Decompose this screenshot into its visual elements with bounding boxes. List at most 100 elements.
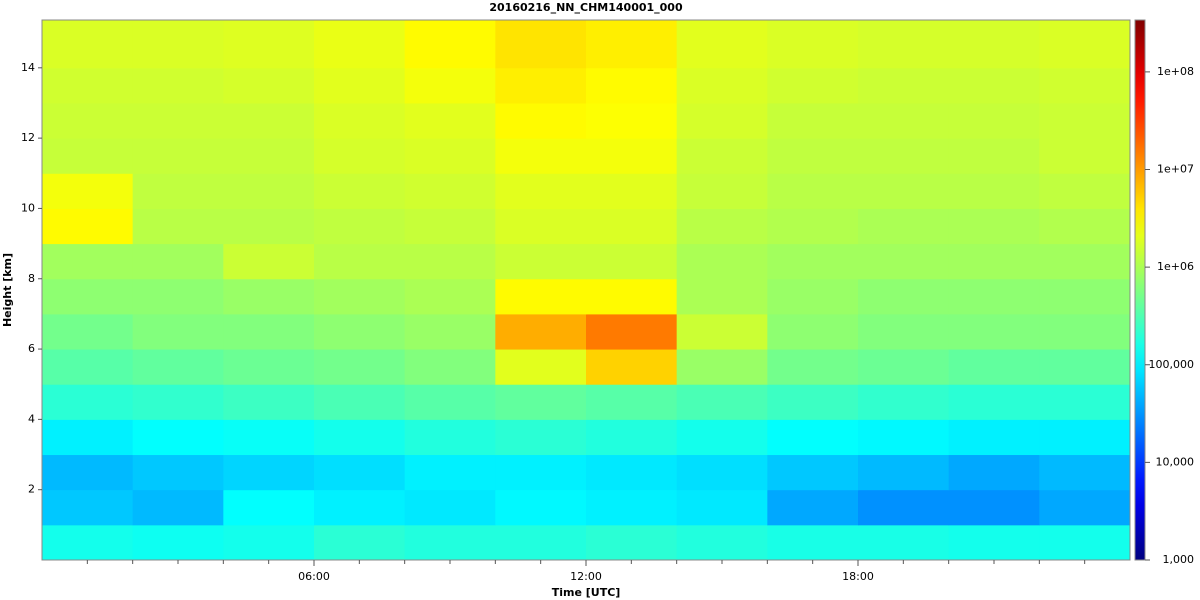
heatmap-cell — [314, 419, 406, 456]
heatmap-cell — [858, 20, 950, 69]
y-tick-label: 8 — [28, 272, 35, 285]
heatmap-cell — [42, 20, 134, 69]
heatmap-cell — [42, 208, 134, 245]
heatmap-cell — [767, 313, 859, 350]
heatmap-cell — [858, 489, 950, 526]
heatmap-cell — [586, 489, 678, 526]
y-tick-label: 14 — [21, 61, 35, 74]
colorbar-tick-label: 10,000 — [1156, 455, 1195, 468]
heatmap-cell — [948, 138, 1040, 174]
heatmap-cell — [767, 243, 859, 280]
heatmap-cell — [676, 384, 768, 420]
y-axis-label: Height [km] — [1, 253, 14, 327]
heatmap-cell — [132, 384, 224, 420]
heatmap-cell — [314, 313, 406, 350]
heatmap-cell — [586, 138, 678, 174]
heatmap-cell — [404, 243, 496, 280]
heatmap-cell — [1039, 384, 1131, 420]
heatmap-cell — [1039, 454, 1131, 491]
colorbar-tick-label: 1,000 — [1163, 553, 1195, 566]
heatmap-cell — [586, 102, 678, 139]
heatmap-cell — [42, 454, 134, 491]
heatmap-cell — [858, 138, 950, 174]
heatmap-cell — [223, 278, 315, 315]
heatmap-cell — [948, 524, 1040, 561]
heatmap-cell — [223, 208, 315, 245]
heatmap-cell — [676, 243, 768, 280]
heatmap-cell — [1039, 313, 1131, 350]
heatmap-cell — [314, 20, 406, 69]
heatmap-cell — [948, 20, 1040, 69]
heatmap-cell — [42, 138, 134, 174]
x-tick-label: 18:00 — [842, 570, 874, 583]
heatmap-cell — [223, 349, 315, 385]
heatmap-cell — [223, 138, 315, 174]
heatmap-cell — [586, 384, 678, 420]
heatmap-cell — [132, 208, 224, 245]
heatmap-cell — [676, 20, 768, 69]
heatmap-cell — [495, 349, 587, 385]
heatmap-cell — [132, 524, 224, 561]
y-tick-label: 10 — [21, 201, 35, 214]
heatmap-cell — [767, 349, 859, 385]
heatmap-cell — [42, 313, 134, 350]
heatmap-cell — [676, 489, 768, 526]
heatmap-cell — [132, 173, 224, 209]
heatmap-cell — [132, 313, 224, 350]
heatmap-cell — [132, 243, 224, 280]
heatmap-cell — [858, 102, 950, 139]
heatmap-cell — [676, 67, 768, 104]
heatmap-cell — [1039, 67, 1131, 104]
heatmap-cell — [948, 278, 1040, 315]
heatmap-cell — [1039, 278, 1131, 315]
heatmap-cell — [676, 349, 768, 385]
heatmap-cell — [132, 278, 224, 315]
heatmap-cell — [1039, 419, 1131, 456]
heatmap-cell — [404, 419, 496, 456]
heatmap-cell — [223, 102, 315, 139]
heatmap-cell — [948, 384, 1040, 420]
chart-title: 20160216_NN_CHM140001_000 — [489, 1, 683, 14]
heatmap-cell — [858, 173, 950, 209]
heatmap-cell — [314, 173, 406, 209]
heatmap-cell — [586, 67, 678, 104]
heatmap-cell — [132, 454, 224, 491]
y-tick-label: 2 — [28, 483, 35, 496]
heatmap-cell — [586, 419, 678, 456]
heatmap-cell — [314, 454, 406, 491]
heatmap-cell — [767, 278, 859, 315]
heatmap-cell — [404, 524, 496, 561]
heatmap-cell — [586, 173, 678, 209]
heatmap-cell — [223, 489, 315, 526]
heatmap-cell — [1039, 102, 1131, 139]
heatmap-cell — [223, 243, 315, 280]
heatmap-cell — [1039, 243, 1131, 280]
heatmap-cell — [404, 454, 496, 491]
heatmap-cell — [1039, 349, 1131, 385]
heatmap-cell — [314, 278, 406, 315]
heatmap-cell — [858, 384, 950, 420]
heatmap-cell — [132, 419, 224, 456]
heatmap-cell — [495, 208, 587, 245]
heatmap-cell — [1039, 20, 1131, 69]
heatmap-cell — [948, 454, 1040, 491]
heatmap-cell — [767, 419, 859, 456]
heatmap-cell — [767, 138, 859, 174]
heatmap-cell — [858, 243, 950, 280]
heatmap-cell — [858, 524, 950, 561]
heatmap-cell — [495, 384, 587, 420]
heatmap-cell — [404, 384, 496, 420]
heatmap-cell — [42, 243, 134, 280]
heatmap-cell — [586, 20, 678, 69]
heatmap-cell — [495, 102, 587, 139]
colorbar — [1134, 19, 1146, 561]
heatmap-cell — [676, 208, 768, 245]
heatmap-cell — [767, 173, 859, 209]
heatmap-cell — [404, 67, 496, 104]
heatmap-cell — [314, 384, 406, 420]
heatmap-cell — [314, 349, 406, 385]
heatmap-cell — [223, 419, 315, 456]
heatmap-cell — [404, 173, 496, 209]
heatmap-cell — [42, 278, 134, 315]
heatmap-cell — [495, 313, 587, 350]
